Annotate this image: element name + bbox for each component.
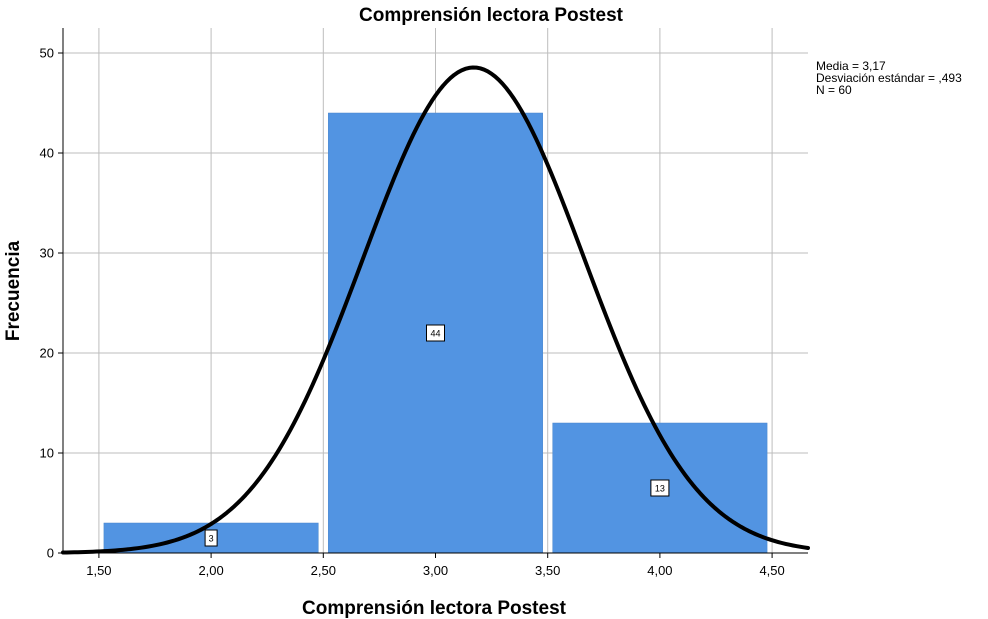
- y-tick-labels: 0 10 20 30 40 50: [40, 46, 54, 561]
- x-tick-label: 4,00: [647, 563, 672, 578]
- stats-line: Media = 3,17: [816, 59, 886, 73]
- bar-value-label: 3: [209, 534, 214, 544]
- y-tick-label: 30: [40, 246, 54, 261]
- stats-line: N = 60: [816, 83, 852, 97]
- x-tick-label: 3,50: [535, 563, 560, 578]
- x-tick-label: 4,50: [759, 563, 784, 578]
- axes: [58, 28, 808, 558]
- stats-line: Desviación estándar = ,493: [816, 71, 962, 85]
- y-tick-label: 50: [40, 46, 54, 61]
- x-tick-labels: 1,50 2,00 2,50 3,00 3,50 4,00 4,50: [86, 563, 785, 578]
- bar-value-label: 13: [655, 484, 665, 494]
- bar-label-box: [426, 324, 445, 342]
- y-axis-title: Frecuencia: [3, 240, 24, 341]
- bar-label-box: [650, 479, 670, 497]
- y-tick-label: 40: [40, 146, 54, 161]
- y-tick-label: 0: [47, 546, 54, 561]
- normal-curve: [61, 65, 810, 555]
- x-axis-title: Comprensión lectora Postest: [302, 598, 567, 619]
- x-tick-label: 1,50: [86, 563, 111, 578]
- x-tick-label: 2,50: [311, 563, 336, 578]
- y-tick-label: 10: [40, 446, 54, 461]
- bars: [103, 112, 768, 554]
- bar-labels: 3 44 13: [204, 324, 670, 547]
- bar-value-label: 44: [430, 329, 440, 339]
- chart-title: Comprensión lectora Postest: [359, 5, 624, 26]
- bar-label-box: [204, 529, 218, 547]
- y-tick-label: 20: [40, 346, 54, 361]
- x-tick-label: 2,00: [198, 563, 223, 578]
- x-tick-label: 3,00: [423, 563, 448, 578]
